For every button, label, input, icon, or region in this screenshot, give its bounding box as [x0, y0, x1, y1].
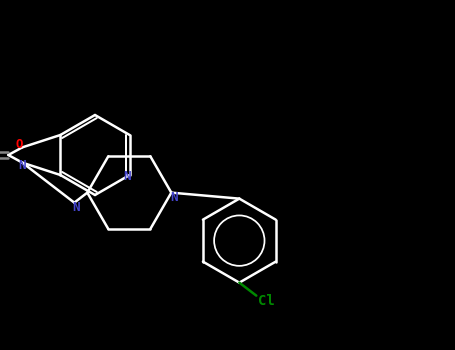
Text: N: N [72, 201, 80, 214]
Text: N: N [123, 170, 131, 183]
Text: O: O [15, 138, 23, 151]
Text: Cl: Cl [258, 294, 275, 308]
Text: N: N [19, 159, 26, 172]
Text: N: N [171, 191, 178, 204]
